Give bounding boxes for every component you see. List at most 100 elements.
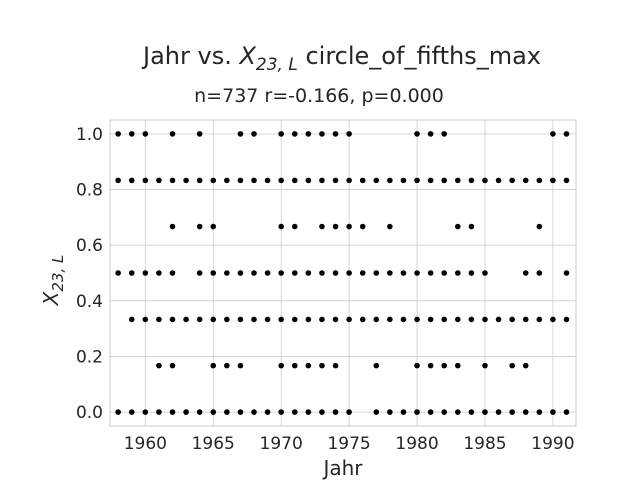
data-point — [264, 270, 271, 276]
data-point — [427, 270, 434, 276]
data-point — [210, 177, 217, 184]
x-tick-label: 1985 — [463, 434, 506, 454]
data-point — [278, 270, 284, 276]
data-point — [563, 316, 570, 323]
data-point — [455, 409, 461, 415]
data-point — [359, 177, 366, 184]
data-point — [142, 270, 149, 276]
data-point — [251, 177, 257, 184]
data-point — [251, 409, 257, 415]
data-point — [346, 270, 352, 276]
data-point — [522, 177, 529, 184]
data-point — [482, 177, 488, 184]
data-point — [237, 316, 244, 323]
data-point — [305, 316, 312, 323]
y-tick-label: 0.2 — [76, 347, 103, 367]
data-point — [196, 131, 203, 137]
data-point — [278, 177, 284, 184]
data-point — [373, 177, 380, 184]
data-point — [237, 362, 244, 369]
data-point — [319, 316, 325, 323]
data-point — [332, 316, 339, 323]
data-point — [441, 270, 448, 276]
data-point — [224, 316, 230, 323]
data-point — [128, 409, 135, 415]
data-point — [291, 409, 298, 415]
x-tick-label: 1975 — [327, 434, 370, 454]
data-point — [291, 131, 298, 137]
data-point — [278, 409, 284, 415]
data-point — [156, 316, 162, 323]
data-point — [427, 316, 434, 323]
data-point — [427, 409, 434, 415]
data-point — [196, 316, 203, 323]
data-point — [373, 362, 380, 369]
data-point — [455, 177, 461, 184]
data-point — [359, 223, 366, 230]
data-point — [169, 409, 176, 415]
data-point — [441, 131, 448, 137]
y-axis-label: X23, L — [39, 255, 67, 307]
data-point — [264, 409, 271, 415]
data-point — [536, 409, 543, 415]
data-point — [346, 131, 352, 137]
data-point — [563, 177, 570, 184]
y-tick-label: 0.6 — [76, 236, 103, 256]
data-point — [115, 177, 121, 184]
data-point — [142, 316, 149, 323]
data-point — [183, 177, 189, 184]
data-point — [210, 409, 217, 415]
data-point — [278, 223, 284, 230]
data-point — [414, 362, 420, 369]
data-point — [495, 316, 502, 323]
y-tick-label: 0.0 — [76, 403, 103, 423]
data-point — [400, 316, 407, 323]
data-point — [468, 177, 475, 184]
data-point — [305, 409, 312, 415]
data-point — [400, 409, 407, 415]
data-point — [128, 177, 135, 184]
data-point — [482, 316, 488, 323]
data-point — [319, 131, 325, 137]
data-point — [563, 409, 570, 415]
data-point — [536, 177, 543, 184]
data-point — [210, 362, 217, 369]
data-point — [115, 270, 121, 276]
y-tick-labels: 0.0 0.2 0.4 0.6 0.8 1.0 — [76, 125, 103, 423]
data-point — [142, 409, 149, 415]
data-point — [346, 177, 352, 184]
data-point — [237, 409, 244, 415]
data-point — [346, 223, 352, 230]
data-point — [251, 316, 257, 323]
data-point — [387, 223, 393, 230]
x-tick-label: 1990 — [531, 434, 574, 454]
data-point — [332, 177, 339, 184]
data-point — [319, 362, 325, 369]
data-point — [509, 177, 515, 184]
data-point — [319, 223, 325, 230]
data-points — [115, 131, 570, 415]
data-point — [441, 409, 448, 415]
data-point — [468, 223, 475, 230]
data-point — [427, 131, 434, 137]
data-point — [414, 316, 420, 323]
data-point — [291, 223, 298, 230]
data-point — [387, 177, 393, 184]
data-point — [468, 270, 475, 276]
chart-subtitle: n=737 r=-0.166, p=0.000 — [194, 85, 444, 107]
data-point — [563, 131, 570, 137]
data-point — [264, 316, 271, 323]
data-point — [169, 177, 176, 184]
data-point — [291, 316, 298, 323]
data-point — [536, 223, 543, 230]
data-point — [373, 316, 380, 323]
data-point — [156, 409, 162, 415]
y-tick-label: 0.4 — [76, 292, 103, 312]
data-point — [237, 131, 244, 137]
data-point — [455, 270, 461, 276]
data-point — [128, 270, 135, 276]
data-point — [373, 270, 380, 276]
data-point — [278, 316, 284, 323]
data-point — [482, 270, 488, 276]
